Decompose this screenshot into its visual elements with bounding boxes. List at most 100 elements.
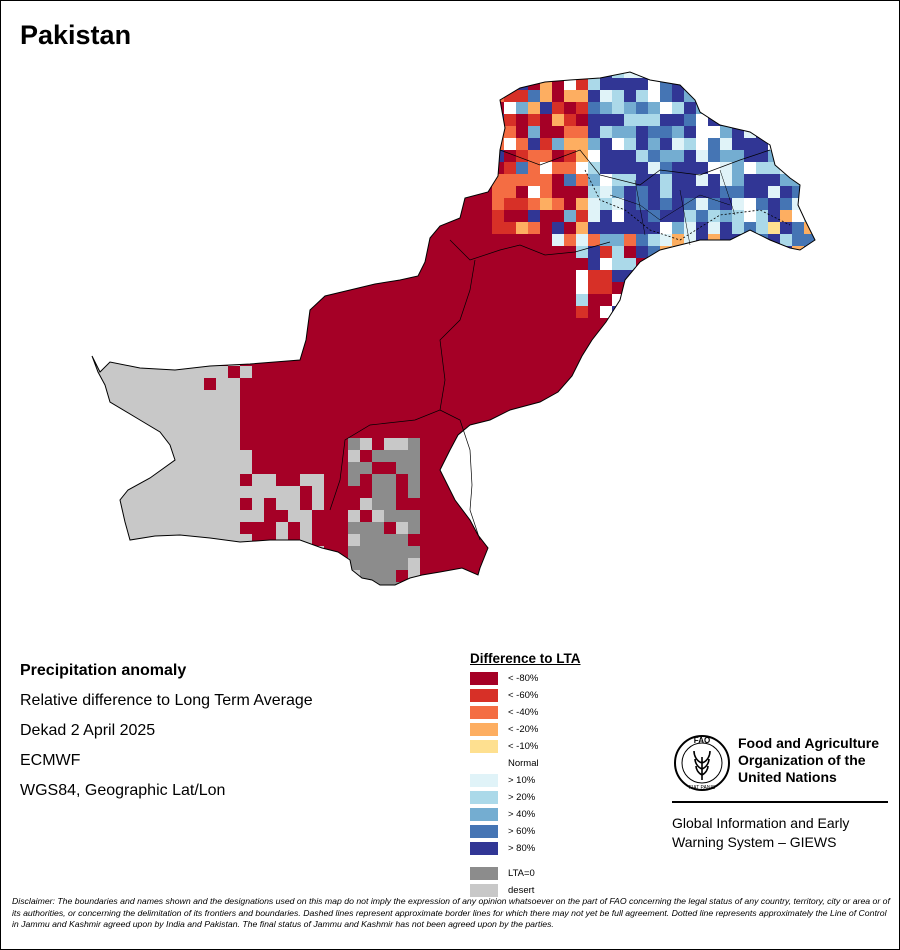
grid-cell: [348, 414, 360, 426]
grid-cell: [324, 102, 336, 114]
grid-cell: [312, 594, 324, 606]
grid-cell: [576, 594, 588, 606]
grid-cell: [312, 474, 324, 486]
grid-cell: [816, 582, 828, 594]
grid-cell: [540, 570, 552, 582]
grid-cell: [744, 330, 756, 342]
grid-cell: [216, 162, 228, 174]
grid-cell: [132, 294, 144, 306]
grid-cell: [540, 414, 552, 426]
grid-cell: [192, 330, 204, 342]
grid-cell: [600, 294, 612, 306]
grid-cell: [144, 522, 156, 534]
grid-cell: [192, 270, 204, 282]
grid-cell: [588, 222, 600, 234]
grid-cell: [576, 222, 588, 234]
grid-cell: [444, 72, 456, 78]
grid-cell: [456, 474, 468, 486]
grid-cell: [588, 90, 600, 102]
grid-cell: [300, 414, 312, 426]
grid-cell: [540, 450, 552, 462]
grid-cell: [324, 534, 336, 546]
grid-cell: [156, 270, 168, 282]
grid-cell: [480, 282, 492, 294]
grid-cell: [600, 186, 612, 198]
grid-cell: [204, 486, 216, 498]
grid-cell: [96, 570, 108, 582]
grid-cell: [636, 342, 648, 354]
grid-cell: [144, 246, 156, 258]
grid-cell: [156, 582, 168, 585]
grid-cell: [528, 390, 540, 402]
grid-cell: [432, 450, 444, 462]
grid-cell: [324, 498, 336, 510]
grid-cell: [336, 294, 348, 306]
grid-cell: [576, 186, 588, 198]
grid-cell: [432, 306, 444, 318]
grid-cell: [408, 150, 420, 162]
grid-cell: [264, 498, 276, 510]
grid-cell: [420, 534, 432, 546]
grid-cell: [168, 318, 180, 330]
grid-cell: [672, 72, 684, 78]
grid-cell: [168, 498, 180, 510]
grid-cell: [396, 486, 408, 498]
grid-cell: [108, 402, 120, 414]
grid-cell: [336, 138, 348, 150]
grid-cell: [600, 498, 612, 510]
grid-cell: [564, 558, 576, 570]
grid-cell: [456, 258, 468, 270]
grid-cell: [468, 438, 480, 450]
grid-cell: [672, 102, 684, 114]
grid-cell: [612, 546, 624, 558]
grid-cell: [720, 522, 732, 534]
grid-cell: [408, 114, 420, 126]
grid-cell: [660, 402, 672, 414]
grid-cell: [108, 246, 120, 258]
grid-cell: [672, 522, 684, 534]
grid-cell: [132, 354, 144, 366]
grid-cell: [132, 546, 144, 558]
grid-cell: [804, 594, 816, 606]
grid-cell: [92, 198, 96, 210]
grid-cell: [324, 306, 336, 318]
grid-cell: [108, 498, 120, 510]
grid-cell: [132, 582, 144, 585]
grid-cell: [756, 366, 768, 378]
grid-cell: [192, 558, 204, 570]
grid-cell: [108, 150, 120, 162]
grid-cell: [312, 426, 324, 438]
grid-cell: [708, 546, 720, 558]
grid-cell: [252, 594, 264, 606]
grid-cell: [396, 150, 408, 162]
grid-cell: [768, 138, 780, 150]
grid-cell: [528, 198, 540, 210]
grid-cell: [240, 486, 252, 498]
grid-cell: [624, 594, 636, 606]
grid-cell: [480, 78, 492, 90]
grid-cell: [720, 594, 732, 606]
grid-cell: [192, 498, 204, 510]
grid-cell: [384, 390, 396, 402]
grid-cell: [552, 270, 564, 282]
grid-cell: [132, 342, 144, 354]
grid-cell: [252, 462, 264, 474]
grid-cell: [432, 498, 444, 510]
grid-cell: [432, 474, 444, 486]
grid-cell: [312, 114, 324, 126]
grid-cell: [744, 474, 756, 486]
grid-cell: [192, 486, 204, 498]
legend-swatch: [470, 774, 498, 787]
grid-cell: [696, 78, 708, 90]
grid-cell: [168, 426, 180, 438]
grid-cell: [92, 510, 96, 522]
grid-cell: [504, 114, 516, 126]
grid-cell: [252, 306, 264, 318]
grid-cell: [804, 450, 815, 462]
grid-cell: [384, 426, 396, 438]
grid-cell: [504, 354, 516, 366]
grid-cell: [408, 162, 420, 174]
grid-cell: [708, 282, 720, 294]
grid-cell: [528, 258, 540, 270]
grid-cell: [612, 486, 624, 498]
